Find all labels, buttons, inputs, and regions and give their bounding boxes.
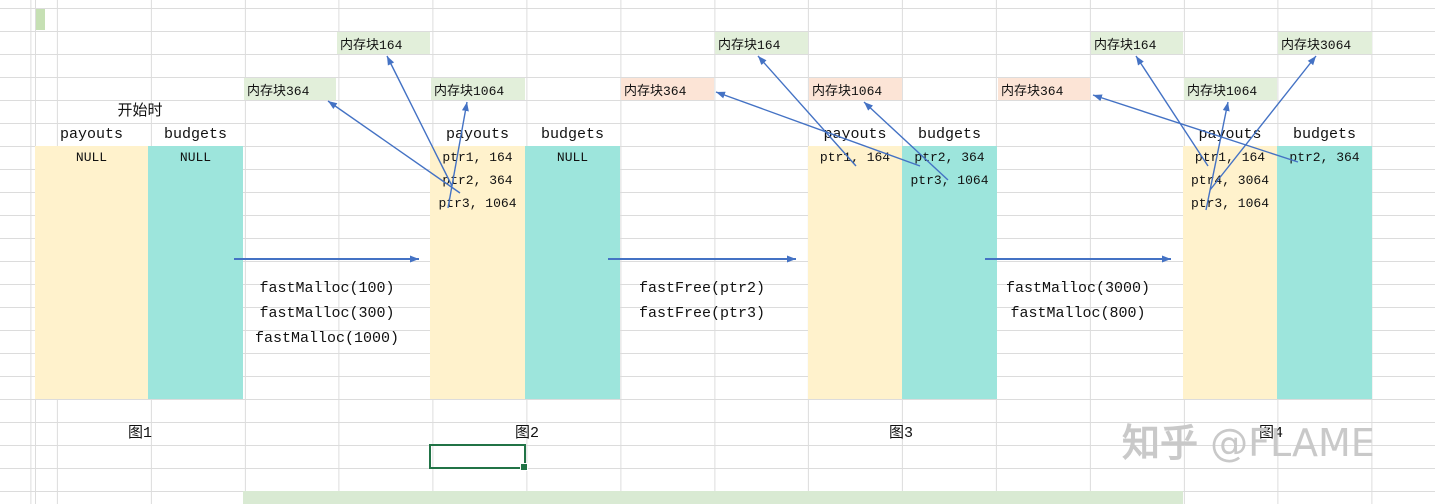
- fig4-payouts-row: ptr3, 1064: [1190, 196, 1269, 211]
- fig1-payouts-row: NULL: [75, 150, 108, 165]
- fig2-budgets-row: NULL: [556, 150, 589, 165]
- fig4-caption: 图4: [1258, 425, 1283, 442]
- fig3-budgets-header: budgets: [917, 126, 981, 143]
- fig2-budgets-column: [525, 146, 620, 399]
- fig2-payouts-row: ptr1, 164: [442, 150, 513, 165]
- fig4-payouts-header: payouts: [1198, 126, 1262, 143]
- selected-cell[interactable]: [429, 444, 528, 471]
- cell-fill-band-bottom: [243, 491, 1183, 504]
- watermark: 知乎 @FLAME: [1122, 412, 1375, 467]
- start-time-label: 开始时: [117, 103, 163, 120]
- watermark-brand: 知乎: [1122, 421, 1199, 465]
- memory-block-364: 内存块364: [621, 78, 714, 100]
- memory-block-1064: 内存块1064: [1184, 78, 1277, 100]
- fig4-budgets-header: budgets: [1292, 126, 1356, 143]
- memory-block-1064: 内存块1064: [809, 78, 902, 100]
- memory-block-1064: 内存块1064: [431, 78, 525, 100]
- fig1-caption: 图1: [127, 425, 152, 442]
- memory-block-164: 内存块164: [715, 32, 808, 54]
- fig4-payouts-row: ptr1, 164: [1194, 150, 1266, 165]
- fig4-budgets-row: ptr2, 364: [1289, 150, 1360, 165]
- transition2-labels: fastFree(ptr2) fastFree(ptr3): [602, 276, 802, 326]
- transition-label: fastFree(ptr2): [638, 280, 766, 297]
- fig3-payouts-row: ptr1, 164: [819, 150, 891, 165]
- memory-block-3064: 内存块3064: [1278, 32, 1372, 54]
- watermark-handle: @FLAME: [1210, 421, 1375, 465]
- transition3-labels: fastMalloc(3000) fastMalloc(800): [978, 276, 1178, 326]
- fig1-payouts-header: payouts: [59, 126, 123, 143]
- cell-fill-fragment-top: [36, 9, 45, 30]
- fig4-payouts-row: ptr4, 3064: [1190, 173, 1269, 188]
- fig2-payouts-header: payouts: [445, 126, 509, 143]
- transition-label: fastFree(ptr3): [638, 305, 766, 322]
- fig3-payouts-column: [808, 146, 902, 399]
- memory-block-364: 内存块364: [244, 78, 336, 100]
- transition1-labels: fastMalloc(100) fastMalloc(300) fastMall…: [227, 276, 427, 351]
- transition-label: fastMalloc(300): [259, 305, 395, 322]
- fig2-budgets-header: budgets: [540, 126, 604, 143]
- transition-label: fastMalloc(1000): [254, 330, 400, 347]
- fig3-caption: 图3: [888, 425, 913, 442]
- fig2-caption: 图2: [514, 425, 539, 442]
- transition-label: fastMalloc(3000): [1005, 280, 1151, 297]
- memory-block-364: 内存块364: [998, 78, 1090, 100]
- fig1-payouts-column: [35, 146, 148, 399]
- fig3-budgets-row: ptr2, 364: [914, 150, 985, 165]
- fig3-budgets-row: ptr3, 1064: [910, 173, 989, 188]
- fig1-budgets-row: NULL: [179, 150, 212, 165]
- fig1-budgets-header: budgets: [163, 126, 227, 143]
- fig2-payouts-row: ptr3, 1064: [438, 196, 517, 211]
- selection-fill-handle[interactable]: [520, 463, 528, 471]
- fig3-payouts-header: payouts: [823, 126, 887, 143]
- fig2-payouts-row: ptr2, 364: [442, 173, 513, 188]
- transition-label: fastMalloc(800): [1010, 305, 1146, 322]
- memory-block-164: 内存块164: [1091, 32, 1183, 54]
- transition-label: fastMalloc(100): [259, 280, 395, 297]
- fig4-budgets-column: [1277, 146, 1372, 399]
- memory-block-164: 内存块164: [337, 32, 430, 54]
- fig3-budgets-column: [902, 146, 997, 399]
- fig1-budgets-column: [148, 146, 243, 399]
